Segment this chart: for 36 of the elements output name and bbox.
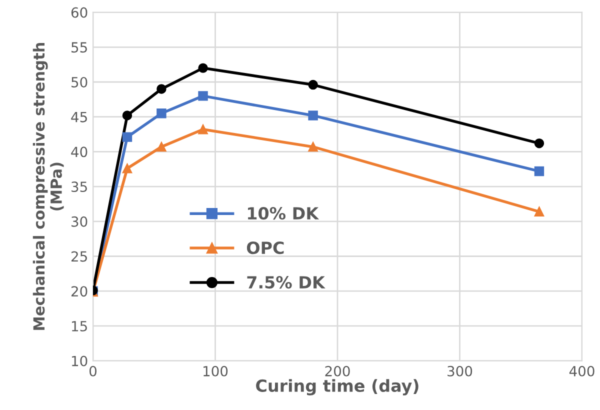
legend-label: OPC bbox=[246, 242, 284, 254]
y-tick-label: 60 bbox=[71, 7, 88, 18]
x-tick-label: 300 bbox=[448, 366, 472, 376]
point bbox=[156, 142, 166, 152]
point bbox=[156, 108, 166, 118]
point bbox=[534, 206, 544, 217]
y-tick-label: 45 bbox=[71, 112, 87, 122]
x-tick-label: 0 bbox=[89, 366, 96, 376]
point bbox=[198, 91, 208, 101]
y-tick-label: 10 bbox=[72, 356, 88, 366]
point bbox=[308, 142, 318, 152]
point bbox=[534, 138, 544, 148]
y-tick-label: 25 bbox=[71, 251, 87, 262]
point bbox=[122, 164, 132, 174]
x-tick-label: 200 bbox=[325, 366, 350, 376]
y-tick-label: 15 bbox=[72, 321, 87, 332]
point bbox=[122, 110, 132, 120]
point bbox=[534, 166, 544, 176]
legend-label: 7.5% DK bbox=[247, 276, 326, 289]
y-tick-label: 55 bbox=[72, 42, 87, 53]
point bbox=[198, 124, 208, 134]
x-tick-label: 100 bbox=[204, 366, 228, 376]
point bbox=[122, 132, 132, 142]
y-tick-label: 50 bbox=[72, 76, 88, 88]
point bbox=[308, 80, 318, 90]
legend-label: 10% DK bbox=[248, 207, 320, 220]
point bbox=[156, 84, 166, 94]
x-tick-label: 400 bbox=[569, 366, 594, 376]
point bbox=[308, 110, 318, 120]
y-axis-title: Mechanical compressive strength (MPa) bbox=[32, 42, 64, 330]
y-tick-label: 40 bbox=[71, 146, 88, 158]
y-tick-label: 20 bbox=[71, 286, 88, 297]
y-tick-label: 35 bbox=[72, 182, 87, 192]
y-tick-label: 30 bbox=[72, 216, 88, 227]
x-axis-title: Curing time (day) bbox=[256, 379, 418, 396]
point bbox=[198, 63, 208, 73]
